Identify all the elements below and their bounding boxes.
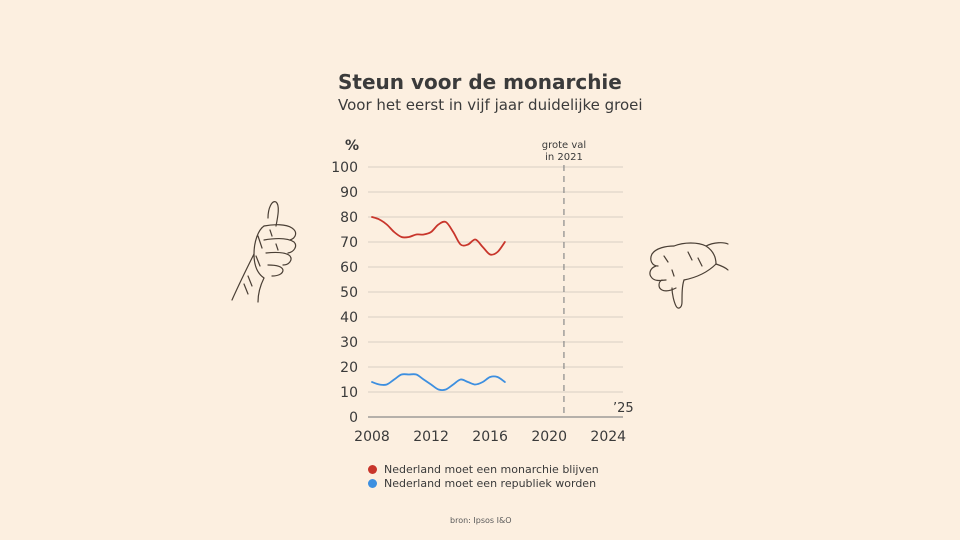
y-tick-label-20: 20 <box>340 360 358 376</box>
legend-item-monarchie: Nederland moet een monarchie blijven <box>368 462 599 476</box>
y-tick-label-10: 10 <box>340 385 358 401</box>
annotation-text-0-1: in 2021 <box>545 152 583 163</box>
legend-label-republiek: Nederland moet een republiek worden <box>384 476 597 490</box>
chart-legend: Nederland moet een monarchie blijven Ned… <box>368 462 599 490</box>
x-tick-label-2016: 2016 <box>472 429 508 445</box>
chart-title: Steun voor de monarchie <box>338 70 622 94</box>
legend-dot-red-icon <box>368 464 377 474</box>
series-line-1 <box>371 373 506 392</box>
y-tick-label-0: 0 <box>349 410 358 426</box>
x-tick-label-2012: 2012 <box>413 429 449 445</box>
x-end-label: ’25 <box>613 401 634 416</box>
thumbs-up-icon <box>231 201 297 303</box>
chart-subtitle: Voor het eerst in vijf jaar duidelijke g… <box>338 96 643 114</box>
y-tick-label-70: 70 <box>340 235 358 251</box>
thumbs-down-icon <box>649 242 729 309</box>
x-tick-label-2020: 2020 <box>531 429 567 445</box>
y-tick-label-100: 100 <box>331 160 358 176</box>
y-tick-label-40: 40 <box>340 310 358 326</box>
y-tick-label-30: 30 <box>340 335 358 351</box>
y-tick-label-90: 90 <box>340 185 358 201</box>
y-tick-label-80: 80 <box>340 210 358 226</box>
x-tick-label-2008: 2008 <box>354 429 390 445</box>
legend-item-republiek: Nederland moet een republiek worden <box>368 476 599 490</box>
x-tick-label-2024: 2024 <box>590 429 626 445</box>
annotation-text-0-0: grote val <box>542 140 586 151</box>
source-note: bron: Ipsos I&O <box>450 516 512 525</box>
series-line-0 <box>371 216 506 256</box>
legend-dot-blue-icon <box>368 478 377 488</box>
legend-label-monarchie: Nederland moet een monarchie blijven <box>384 462 599 476</box>
y-axis-label: % <box>345 138 359 154</box>
y-tick-label-50: 50 <box>340 285 358 301</box>
y-tick-label-60: 60 <box>340 260 358 276</box>
